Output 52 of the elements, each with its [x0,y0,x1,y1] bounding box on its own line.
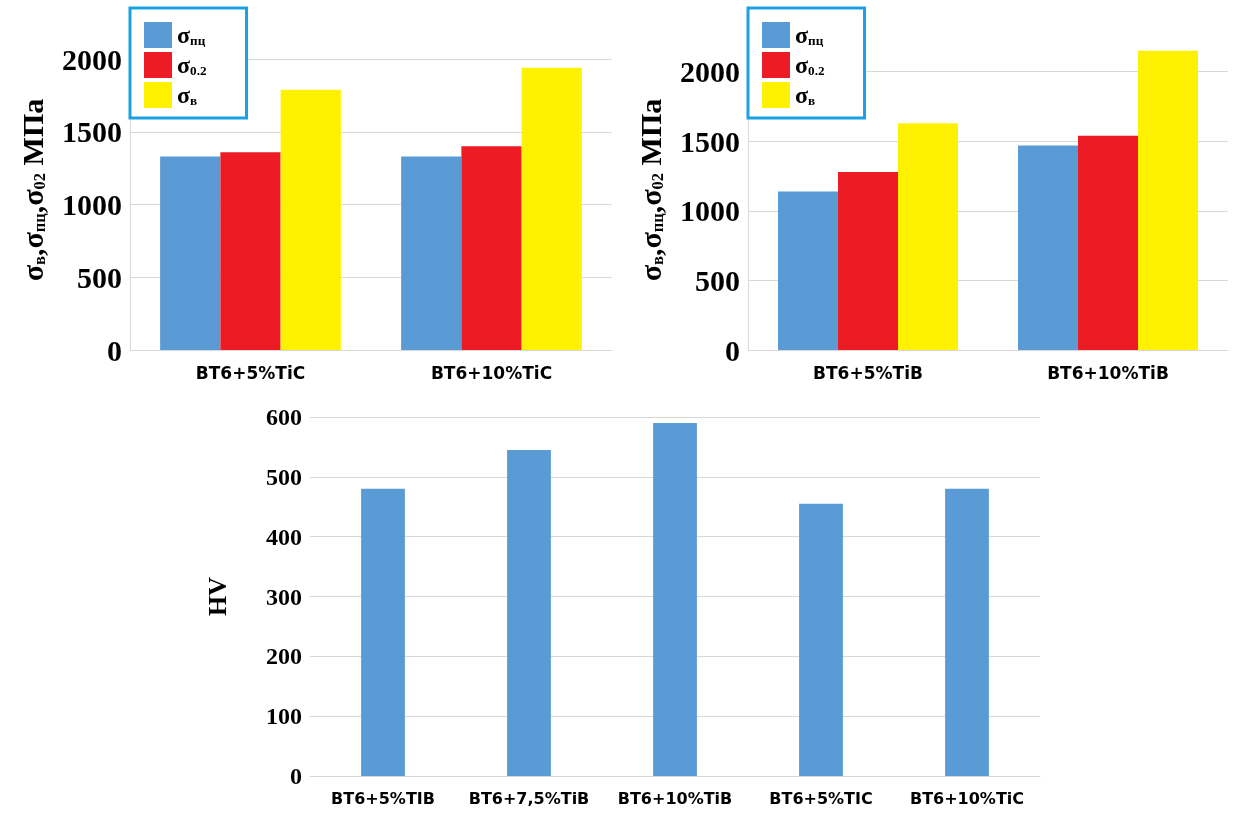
y-tick-label: 300 [266,583,302,610]
bar [653,422,697,776]
x-tick-label: BT6+5%TIB [331,788,435,808]
y-tick-label: 500 [695,263,740,297]
x-tick-label: BT6+10%TiB [617,788,733,808]
y-tick-label: 2000 [62,42,122,76]
y-tick-label: 200 [266,643,302,670]
bar [945,488,989,776]
x-tick-label: BT6+7,5%TiB [468,788,590,808]
bar [838,171,898,350]
x-tick-label: BT6+10%TiC [909,788,1025,808]
legend-label: σпц [177,22,206,48]
legend-label: σв [177,82,198,108]
y-tick-label: 0 [290,763,302,789]
y-tick-label: 600 [266,404,302,430]
bar [1018,145,1078,350]
y-tick-label: 2000 [680,55,740,89]
bar [401,156,462,350]
bar [461,146,522,350]
x-tick-label: BT6+5%TIC [769,788,873,808]
y-tick-label: 400 [266,523,302,550]
bar [521,67,582,350]
bar [1078,135,1138,350]
y-tick-label: 1500 [680,124,740,158]
bar [280,89,341,350]
bar [1138,50,1198,350]
y-tick-label: 1500 [62,115,122,149]
x-tick-label: BT6+10%TiC [430,362,553,383]
bar [799,503,843,776]
y-axis-title: σв,σпц,σ02 МПа [634,98,668,282]
y-tick-label: 100 [266,703,302,730]
legend-label: σ0.2 [795,52,825,78]
x-tick-label: BT6+10%TiB [1047,362,1169,383]
x-tick-label: BT6+5%TiC [195,362,306,383]
legend-label: σ0.2 [177,52,207,78]
y-tick-label: 500 [77,260,122,294]
bar [160,156,221,350]
x-tick-label: BT6+5%TiB [813,362,923,383]
bar [898,123,958,350]
y-axis-title: σв,σпц,σ02 МПа [16,98,50,282]
y-tick-label: 0 [725,333,740,367]
bar [507,449,551,776]
bar [778,191,838,350]
legend-label: σв [795,82,816,108]
bar [220,152,281,350]
y-tick-label: 1000 [62,188,122,222]
y-axis-title: HV [202,576,232,616]
legend-label: σпц [795,22,824,48]
bar [361,488,405,776]
y-tick-label: 1000 [680,194,740,228]
y-tick-label: 500 [266,463,302,490]
y-tick-label: 0 [107,333,122,367]
